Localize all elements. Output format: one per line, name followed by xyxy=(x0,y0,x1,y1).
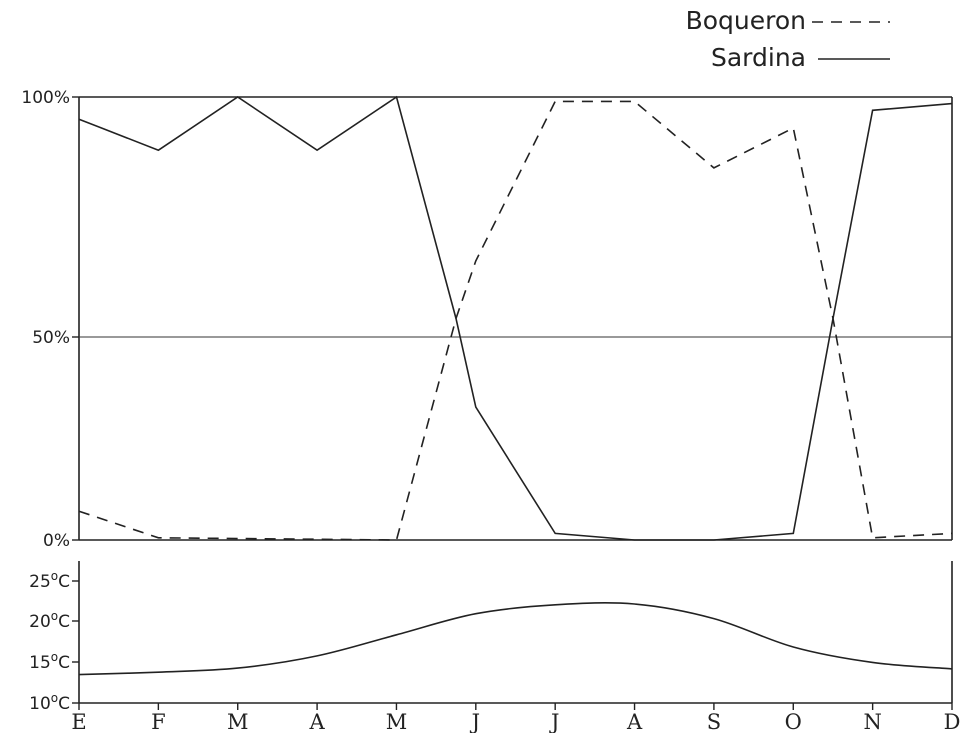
month-label-0: E xyxy=(71,710,86,733)
temp-tick-label-15: 15oC xyxy=(29,650,70,673)
series-line-boqueron xyxy=(78,100,953,541)
series-line-sardina xyxy=(78,95,953,541)
month-label-8: S xyxy=(707,710,721,733)
legend-label-boqueron: Boqueron xyxy=(686,6,806,35)
month-label-9: O xyxy=(785,710,802,733)
month-label-4: M xyxy=(386,710,408,733)
temp-tick-label-20: 20oC xyxy=(29,609,70,632)
temp-tick-label-25: 25oC xyxy=(29,569,70,592)
temp-tick-label-10: 10oC xyxy=(29,691,70,714)
month-label-3: A xyxy=(309,710,326,733)
month-label-2: M xyxy=(227,710,249,733)
legend: Boqueron Sardina xyxy=(686,6,890,72)
month-label-11: D xyxy=(944,710,961,733)
month-label-1: F xyxy=(151,710,166,733)
temperature-panel: 25oC 20oC 15oC 10oC xyxy=(29,561,953,714)
legend-label-sardina: Sardina xyxy=(711,43,806,72)
series-line-temperature xyxy=(78,602,953,676)
month-label-6: J xyxy=(549,710,559,733)
month-label-5: J xyxy=(470,710,480,733)
y-tick-label-50: 50% xyxy=(32,328,70,348)
month-label-7: A xyxy=(626,710,643,733)
month-label-10: N xyxy=(863,710,881,733)
percentage-panel: 100% 50% 0% xyxy=(21,88,953,551)
y-tick-label-100: 100% xyxy=(21,88,70,108)
y-tick-label-0: 0% xyxy=(43,531,70,551)
